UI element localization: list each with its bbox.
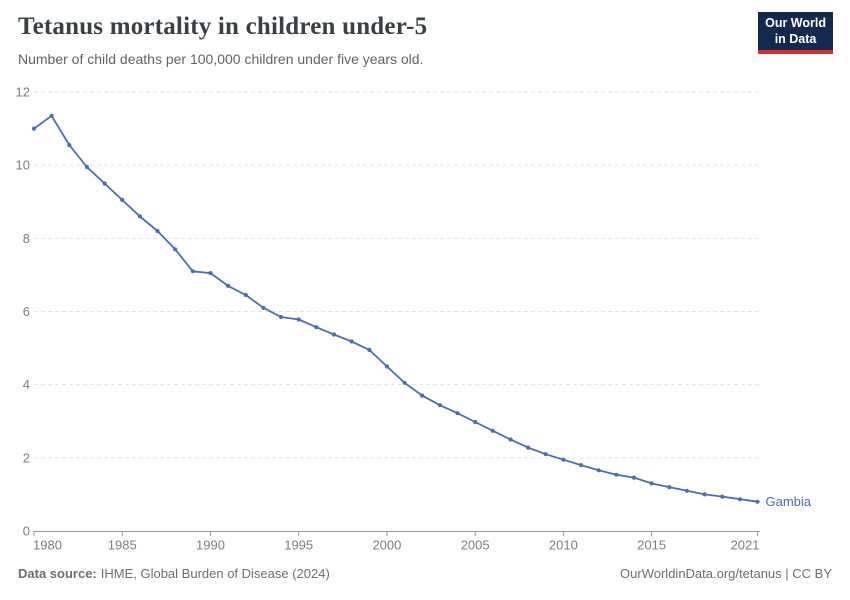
x-tick-label-2010: 2010 [549, 538, 578, 553]
data-point-gambia-2019[interactable] [720, 494, 725, 499]
data-point-gambia-2006[interactable] [490, 428, 495, 433]
y-tick-label-0: 0 [23, 524, 30, 539]
x-tick-label-2005: 2005 [461, 538, 490, 553]
data-source-text: IHME, Global Burden of Disease (2024) [100, 566, 330, 581]
data-point-gambia-2002[interactable] [420, 393, 425, 398]
data-point-gambia-1998[interactable] [349, 339, 354, 344]
x-tick-label-2000: 2000 [372, 538, 401, 553]
data-point-gambia-1983[interactable] [84, 164, 89, 170]
data-point-gambia-1984[interactable] [102, 181, 107, 186]
data-point-gambia-1989[interactable] [190, 269, 195, 274]
data-point-gambia-1988[interactable] [173, 247, 178, 252]
owid-logo[interactable]: Our World in Data [758, 12, 833, 54]
y-tick-label-10: 10 [16, 158, 30, 173]
owid-logo-line2: in Data [774, 31, 817, 46]
data-point-gambia-1995[interactable] [296, 317, 301, 322]
data-point-gambia-2015[interactable] [649, 481, 654, 486]
data-point-gambia-2018[interactable] [702, 492, 707, 497]
data-source-label: Data source: [18, 566, 97, 581]
data-point-gambia-1985[interactable] [120, 197, 125, 202]
data-point-gambia-2001[interactable] [402, 380, 407, 385]
x-tick-label-1990: 1990 [196, 538, 225, 553]
data-point-gambia-1982[interactable] [67, 142, 72, 148]
data-point-gambia-2000[interactable] [384, 364, 389, 369]
data-point-gambia-1991[interactable] [226, 283, 231, 288]
data-point-gambia-2010[interactable] [561, 457, 566, 462]
data-point-gambia-1996[interactable] [314, 325, 319, 330]
x-tick-label-1985: 1985 [108, 538, 137, 553]
y-tick-label-12: 12 [16, 85, 30, 100]
x-tick-label-1980: 1980 [33, 538, 62, 553]
data-point-gambia-2003[interactable] [437, 403, 442, 408]
y-tick-label-8: 8 [23, 231, 30, 246]
line-series-gambia[interactable] [33, 114, 759, 503]
data-point-gambia-2013[interactable] [614, 472, 619, 477]
data-point-gambia-1993[interactable] [261, 305, 266, 310]
data-point-gambia-2016[interactable] [667, 485, 672, 490]
data-point-gambia-2011[interactable] [578, 463, 584, 468]
data-point-gambia-2004[interactable] [455, 411, 460, 416]
data-point-gambia-2005[interactable] [473, 419, 478, 425]
footer-citation-link[interactable]: OurWorldinData.org/tetanus | CC BY [620, 566, 832, 581]
owid-logo-line1: Our World [765, 16, 826, 30]
data-point-gambia-2020[interactable] [737, 497, 743, 502]
x-tick-label-2015: 2015 [637, 538, 666, 553]
y-tick-label-6: 6 [23, 304, 30, 319]
data-point-gambia-2012[interactable] [596, 468, 601, 473]
x-tick-label-1995: 1995 [284, 538, 313, 553]
y-tick-label-4: 4 [23, 377, 30, 392]
data-point-gambia-1986[interactable] [137, 214, 142, 219]
data-point-gambia-1992[interactable] [243, 292, 248, 298]
data-point-gambia-2007[interactable] [508, 437, 513, 442]
chart-title: Tetanus mortality in children under-5 [18, 13, 428, 40]
data-point-gambia-1994[interactable] [278, 314, 284, 320]
y-tick-label-2: 2 [23, 450, 30, 465]
x-tick-label-2021: 2021 [731, 538, 760, 553]
data-point-gambia-2008[interactable] [526, 445, 531, 450]
data-point-gambia-2017[interactable] [684, 488, 690, 493]
data-point-gambia-1987[interactable] [155, 228, 160, 234]
data-point-gambia-2009[interactable] [543, 452, 548, 457]
data-point-gambia-1999[interactable] [367, 347, 372, 352]
data-point-gambia-1981[interactable] [49, 113, 54, 118]
entity-label-gambia[interactable]: Gambia [766, 494, 812, 509]
chart-subtitle: Number of child deaths per 100,000 child… [18, 51, 424, 67]
data-point-gambia-2014[interactable] [631, 475, 637, 480]
data-point-gambia-1997[interactable] [331, 332, 337, 337]
data-point-gambia-1990[interactable] [208, 271, 213, 276]
data-point-gambia-2021[interactable] [755, 499, 760, 504]
data-point-gambia-1980[interactable] [31, 126, 37, 131]
chart-footer: Data source: IHME, Global Burden of Disea… [18, 566, 832, 581]
data-source: Data source: IHME, Global Burden of Disea… [18, 566, 330, 581]
